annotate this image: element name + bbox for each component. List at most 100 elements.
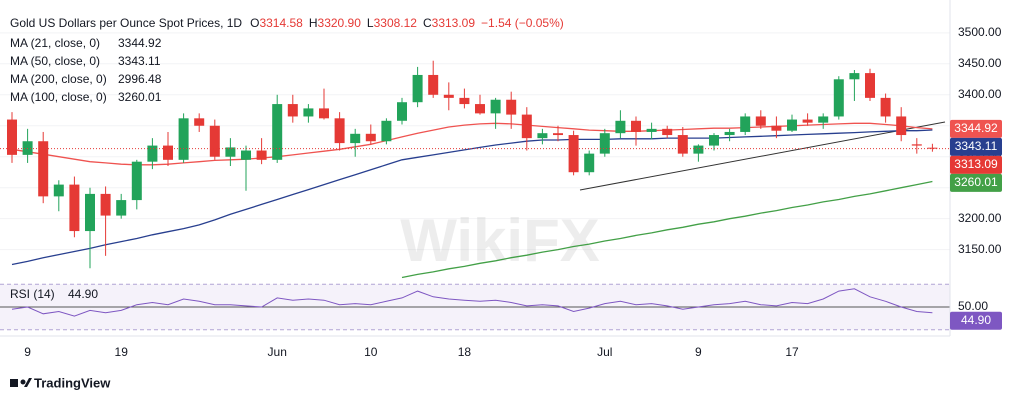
price-label-box — [950, 137, 1002, 156]
logo-part — [24, 378, 32, 387]
ohlc-value: 3314.58 — [259, 16, 303, 30]
candle-body — [787, 119, 797, 131]
watermark: WikiFX — [400, 207, 599, 274]
legend-name: MA (100, close, 0) — [10, 90, 107, 104]
y-tick-label: 3500.00 — [958, 25, 1002, 39]
candle-body — [69, 184, 80, 232]
x-tick-label: Jul — [597, 345, 612, 359]
x-tick-label: 9 — [24, 345, 31, 359]
grid — [0, 32, 950, 331]
candle-body — [553, 133, 563, 136]
rsi-line — [11, 288, 933, 317]
candle-body — [22, 141, 33, 155]
candle-body — [865, 73, 875, 98]
candle-body — [740, 116, 751, 132]
ohlc-value: 3308.12 — [374, 16, 418, 30]
candle-body — [85, 193, 95, 232]
plot — [0, 60, 950, 317]
candle-body — [599, 133, 610, 154]
candle-body — [334, 118, 345, 144]
ohlc-value: 3313.09 — [432, 16, 476, 30]
candle-body — [256, 150, 267, 160]
candle-body — [381, 120, 392, 142]
candle-body — [178, 118, 189, 160]
candle-body — [397, 102, 407, 121]
candle-body — [194, 118, 205, 126]
header-title: Gold US Dollars per Ounce Spot Prices, 1… — [10, 16, 242, 30]
logo-part — [20, 379, 26, 385]
candle-body — [849, 73, 860, 80]
candle-body — [646, 128, 657, 132]
footer-text: TradingView — [34, 375, 111, 390]
candle-body — [662, 128, 673, 136]
x-tick-label: 17 — [785, 345, 799, 359]
candle-body — [428, 74, 439, 95]
candle-body — [724, 131, 735, 136]
candle-body — [709, 135, 719, 146]
ma-line — [11, 129, 933, 266]
candle-body — [880, 97, 891, 117]
candle-body — [443, 94, 454, 98]
y-tick-label: 3150.00 — [958, 242, 1002, 256]
ohlc-key: L — [367, 16, 374, 30]
candle-body — [537, 133, 548, 139]
legend-value: 2996.48 — [118, 72, 162, 86]
rsi-label-box — [950, 311, 1002, 330]
candle-body — [584, 153, 595, 173]
candle-body — [631, 120, 641, 132]
candle-body — [771, 125, 782, 131]
footer: TradingView — [10, 375, 111, 390]
candle-body — [287, 104, 298, 117]
candle-body — [896, 116, 907, 136]
candle-body — [412, 74, 423, 103]
price-label: 3260.01 — [954, 175, 998, 189]
rsi-label: 44.90 — [961, 313, 991, 327]
logo-part — [10, 379, 18, 387]
candle-body — [475, 104, 485, 114]
header: Gold US Dollars per Ounce Spot Prices, 1… — [10, 16, 564, 30]
price-label-box — [950, 119, 1002, 138]
candle-body — [116, 200, 127, 216]
candle-body — [7, 119, 17, 155]
price-label: 3313.09 — [954, 157, 998, 171]
candle-body — [350, 133, 361, 144]
candle-body — [147, 145, 158, 162]
rsi-name: RSI (14) — [10, 287, 55, 301]
x-tick-label: 18 — [458, 345, 472, 359]
legend-value: 3344.92 — [118, 36, 162, 50]
candle-body — [506, 99, 517, 115]
candle-body — [568, 135, 579, 173]
ohlc-key: H — [309, 16, 318, 30]
header-change: −1.54 (−0.05%) — [481, 16, 564, 30]
x-tick-label: Jun — [268, 345, 287, 359]
y-tick-label: 3200.00 — [958, 211, 1002, 225]
candle-body — [615, 120, 626, 134]
price-label: 3343.11 — [955, 139, 998, 153]
candle-body — [100, 193, 111, 216]
candle-body — [490, 99, 501, 114]
candle-body — [303, 108, 314, 117]
ma-line — [401, 180, 933, 279]
legend-value: 3343.11 — [118, 54, 161, 68]
candle-body — [319, 108, 329, 119]
candle-body — [163, 145, 173, 160]
legend-name: MA (50, close, 0) — [10, 54, 100, 68]
price-label: 3344.92 — [954, 121, 998, 135]
candle-body — [927, 147, 938, 149]
candle-body — [693, 145, 704, 154]
legend-name: MA (200, close, 0) — [10, 72, 107, 86]
x-tick-label: 10 — [364, 345, 378, 359]
candle-body — [131, 161, 142, 201]
candle-body — [53, 184, 64, 197]
ohlc: O3314.58 H3320.90 L3308.12 C3313.09 — [250, 16, 475, 30]
candle-body — [802, 119, 813, 123]
legend-value: 3260.01 — [118, 90, 162, 104]
trendline — [579, 121, 946, 191]
candle-body — [833, 79, 844, 117]
x-tick-label: 9 — [695, 345, 702, 359]
candle-body — [225, 147, 236, 157]
